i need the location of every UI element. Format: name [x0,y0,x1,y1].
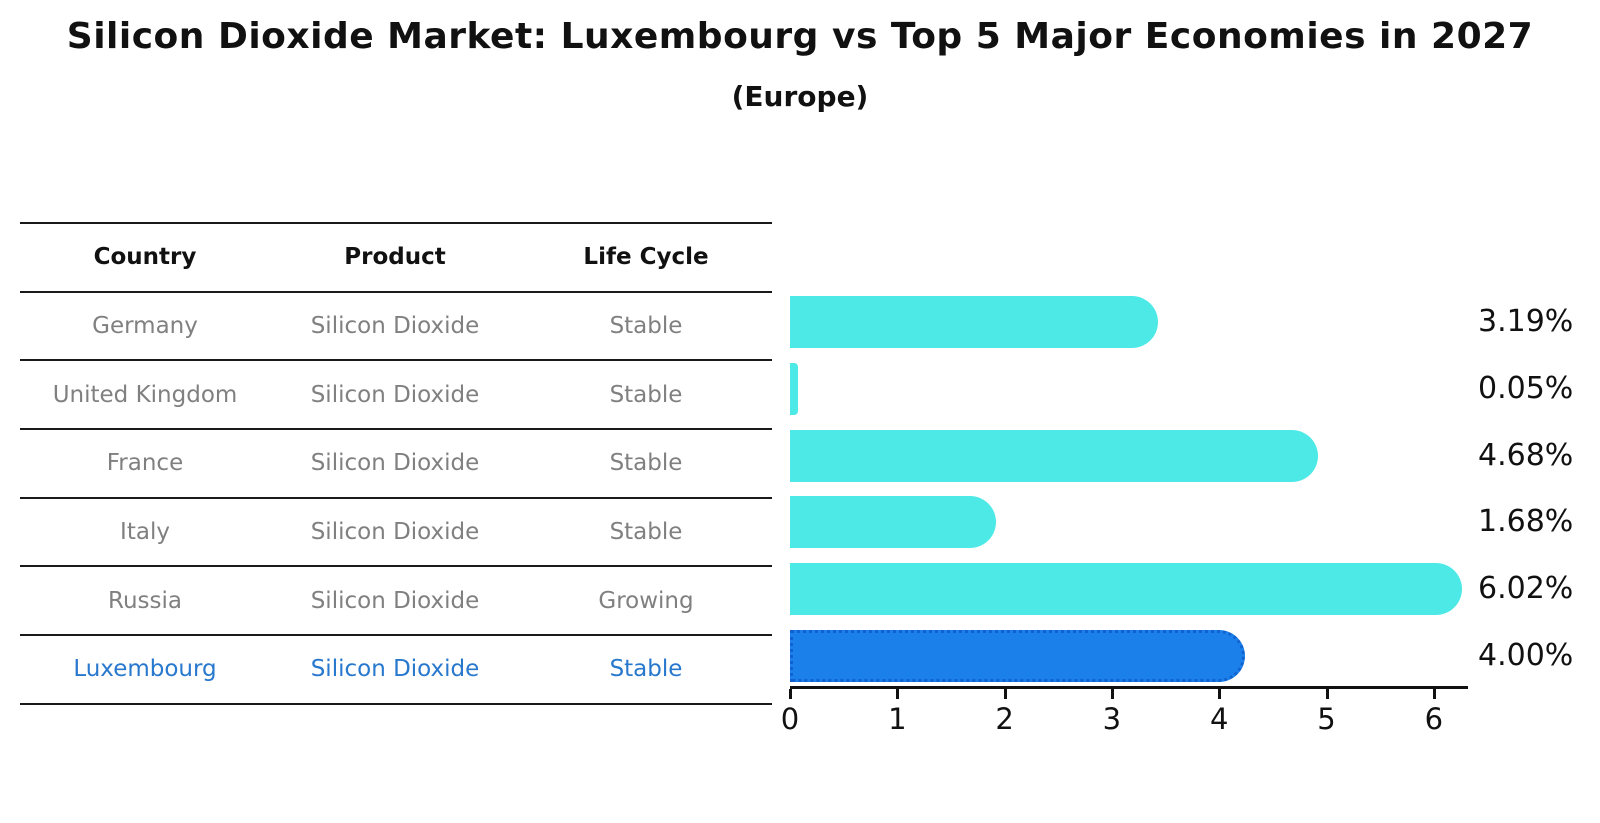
table-cell-country: France [106,450,184,477]
table-cell-country: Russia [108,587,182,614]
table-cell-life-cycle: Stable [609,381,683,408]
x-axis-tick-label: 5 [1317,702,1336,736]
table-header-row: Country Product Life Cycle [20,222,772,291]
table-cell-product: Silicon Dioxide [310,587,480,614]
table-cell-product: Silicon Dioxide [310,313,480,340]
country-table: Country Product Life Cycle Germany Silicon D… [20,222,772,705]
x-axis-tick [896,689,900,699]
table-cell-life-cycle: Stable [609,656,683,683]
table-header-cell: Life Cycle [583,244,709,271]
bar-plot-area [790,289,1470,689]
x-axis-tick-label: 2 [995,702,1014,736]
table-row: Italy Silicon Dioxide Stable [20,496,772,566]
x-axis-tick-label: 4 [1209,702,1229,736]
table-cell-life-cycle: Stable [609,450,683,477]
chart-subtitle: (Europe) [731,80,869,113]
table-cell-product: Silicon Dioxide [310,519,480,546]
table-header-cell: Country [93,244,197,271]
table-cell-life-cycle: Stable [609,313,683,340]
table-cell-country: United Kingdom [52,381,238,408]
table-cell-country: Germany [92,313,198,340]
table-header-cell: Product [344,244,446,271]
bar-highlighted [790,629,1246,682]
bar-value-label: 0.05% [1478,371,1574,407]
x-axis-line [790,686,1468,689]
table-cell-country: Italy [120,519,170,546]
bar [790,496,997,549]
table-row: United Kingdom Silicon Dioxide Stable [20,359,772,428]
table-row: Luxembourg Silicon Dioxide Stable [20,634,772,705]
x-axis-tick-label: 3 [1102,702,1122,736]
bar [790,363,798,416]
table-cell-product: Silicon Dioxide [310,381,480,408]
bar-value-label: 6.02% [1478,571,1574,607]
bar [790,296,1159,349]
x-axis-tick-label: 0 [780,702,800,736]
bar [790,563,1462,616]
x-axis-tick-label: 1 [888,702,907,736]
bar [790,429,1319,482]
table-row: Russia Silicon Dioxide Growing [20,565,772,634]
bar-value-label: 3.19% [1478,304,1574,340]
x-axis-tick [1325,689,1329,699]
x-axis-tick [1003,689,1007,699]
table-cell-country: Luxembourg [73,656,217,683]
table-cell-product: Silicon Dioxide [310,450,480,477]
x-axis-tick [1110,689,1114,699]
table-cell-life-cycle: Growing [598,587,694,614]
bar-value-label: 4.68% [1478,437,1574,473]
chart-title: Silicon Dioxide Market: Luxembourg vs To… [66,16,1534,57]
x-axis-tick [1218,689,1222,699]
x-axis-tick [1432,689,1436,699]
table-cell-life-cycle: Stable [609,519,683,546]
bar-value-label: 4.00% [1478,637,1574,673]
x-axis-tick-label: 6 [1424,702,1444,736]
table-cell-product: Silicon Dioxide [310,656,480,683]
x-axis-tick [789,689,792,699]
table-row: France Silicon Dioxide Stable [20,428,772,497]
bar-value-label: 1.68% [1478,504,1574,540]
table-row: Germany Silicon Dioxide Stable [20,290,772,360]
